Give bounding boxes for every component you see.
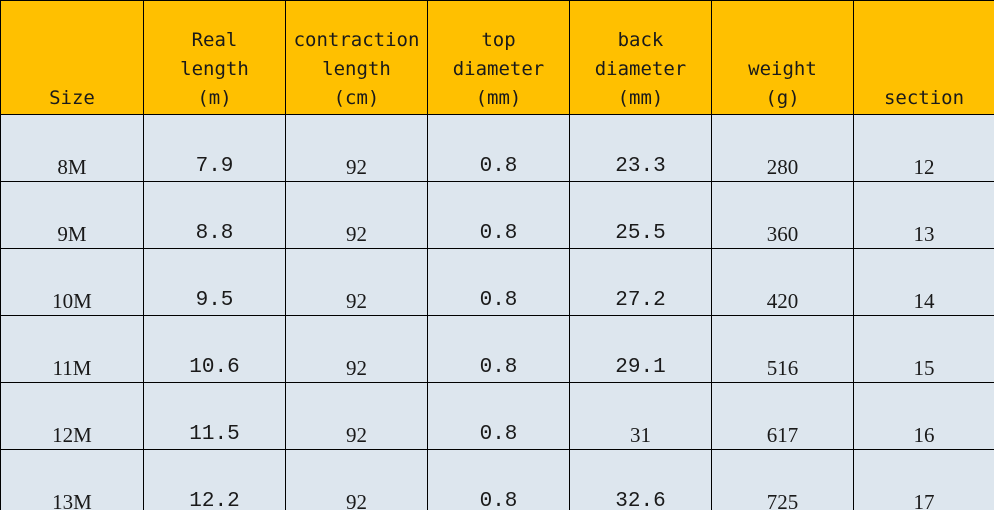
header-contraction-length-line-3: (cm) xyxy=(333,87,380,109)
cell-top-diameter: 0.8 xyxy=(427,114,570,182)
header-contraction-length-line-1: contraction xyxy=(293,29,420,51)
cell-size: 8M xyxy=(0,114,144,182)
cell-weight: 516 xyxy=(711,315,854,383)
cell-real-length: 12.2 xyxy=(143,449,286,510)
cell-contraction-length: 92 xyxy=(285,449,428,510)
header-weight-line-1: weight xyxy=(748,58,817,80)
table-row: 13M 12.2 92 0.8 32.6 725 17 xyxy=(0,449,994,510)
cell-weight: 280 xyxy=(711,114,854,182)
cell-section: 16 xyxy=(853,382,994,450)
cell-back-diameter: 31 xyxy=(569,382,712,450)
cell-top-diameter: 0.8 xyxy=(427,449,570,510)
header-contraction-length: contraction length (cm) xyxy=(285,0,428,115)
cell-contraction-length: 92 xyxy=(285,382,428,450)
table-row: 11M 10.6 92 0.8 29.1 516 15 xyxy=(0,315,994,383)
header-top-diameter-line-3: (mm) xyxy=(475,87,522,109)
header-weight-line-2: (g) xyxy=(765,87,800,109)
cell-section: 17 xyxy=(853,449,994,510)
cell-weight: 617 xyxy=(711,382,854,450)
cell-real-length: 9.5 xyxy=(143,248,286,316)
cell-section: 14 xyxy=(853,248,994,316)
cell-section: 15 xyxy=(853,315,994,383)
cell-weight: 420 xyxy=(711,248,854,316)
header-weight: weight (g) xyxy=(711,0,854,115)
cell-back-diameter: 27.2 xyxy=(569,248,712,316)
cell-back-diameter: 25.5 xyxy=(569,181,712,249)
table-row: 8M 7.9 92 0.8 23.3 280 12 xyxy=(0,114,994,182)
header-row: Size Real length (m) contraction length … xyxy=(0,0,994,115)
header-top-diameter-line-1: top xyxy=(481,29,516,51)
header-back-diameter: back diameter (mm) xyxy=(569,0,712,115)
header-real-length: Real length (m) xyxy=(143,0,286,115)
cell-section: 13 xyxy=(853,181,994,249)
header-real-length-line-3: (m) xyxy=(197,87,232,109)
header-top-diameter-line-2: diameter xyxy=(452,58,545,80)
cell-section: 12 xyxy=(853,114,994,182)
cell-real-length: 10.6 xyxy=(143,315,286,383)
cell-top-diameter: 0.8 xyxy=(427,382,570,450)
cell-real-length: 7.9 xyxy=(143,114,286,182)
cell-contraction-length: 92 xyxy=(285,181,428,249)
cell-top-diameter: 0.8 xyxy=(427,248,570,316)
table-row: 9M 8.8 92 0.8 25.5 360 13 xyxy=(0,181,994,249)
cell-real-length: 11.5 xyxy=(143,382,286,450)
header-back-diameter-line-2: diameter xyxy=(594,58,687,80)
cell-back-diameter: 32.6 xyxy=(569,449,712,510)
cell-top-diameter: 0.8 xyxy=(427,315,570,383)
table-row: 12M 11.5 92 0.8 31 617 16 xyxy=(0,382,994,450)
cell-size: 11M xyxy=(0,315,144,383)
cell-contraction-length: 92 xyxy=(285,248,428,316)
table-row: 10M 9.5 92 0.8 27.2 420 14 xyxy=(0,248,994,316)
cell-size: 9M xyxy=(0,181,144,249)
cell-size: 10M xyxy=(0,248,144,316)
cell-weight: 725 xyxy=(711,449,854,510)
header-real-length-line-2: length xyxy=(180,58,249,80)
cell-size: 13M xyxy=(0,449,144,510)
header-section: section xyxy=(853,0,994,115)
header-back-diameter-line-3: (mm) xyxy=(617,87,664,109)
header-size-line: Size xyxy=(49,87,95,109)
header-size: Size xyxy=(0,0,144,115)
header-real-length-line-1: Real xyxy=(191,29,238,51)
cell-back-diameter: 23.3 xyxy=(569,114,712,182)
cell-size: 12M xyxy=(0,382,144,450)
cell-real-length: 8.8 xyxy=(143,181,286,249)
cell-back-diameter: 29.1 xyxy=(569,315,712,383)
header-back-diameter-line-1: back xyxy=(617,29,664,51)
cell-weight: 360 xyxy=(711,181,854,249)
cell-contraction-length: 92 xyxy=(285,315,428,383)
header-section-line: section xyxy=(883,87,965,109)
cell-top-diameter: 0.8 xyxy=(427,181,570,249)
cell-contraction-length: 92 xyxy=(285,114,428,182)
header-contraction-length-line-2: length xyxy=(322,58,391,80)
header-top-diameter: top diameter (mm) xyxy=(427,0,570,115)
